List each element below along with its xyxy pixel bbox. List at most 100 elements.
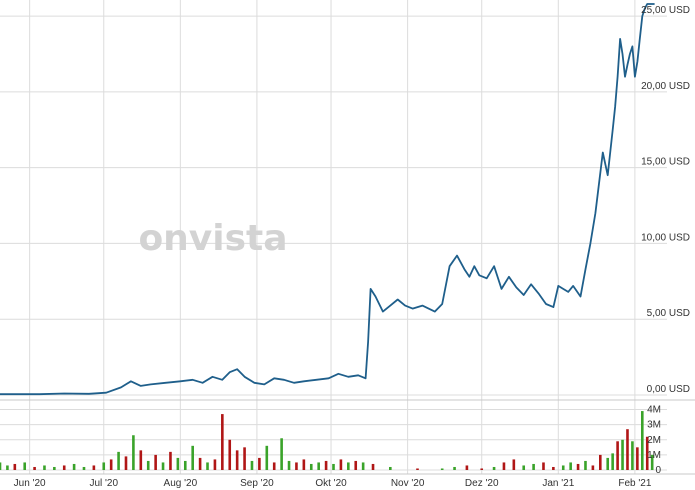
volume-bar: [33, 466, 36, 470]
volume-bar: [280, 438, 283, 470]
volume-bar: [561, 465, 565, 470]
volume-bar: [132, 435, 135, 470]
volume-bar: [146, 460, 150, 470]
price-tick-label: 20,00 USD: [641, 81, 690, 92]
volume-bar: [645, 436, 649, 470]
volume-tick-label: 2M: [647, 435, 661, 446]
volume-tick-label: 0: [655, 465, 661, 476]
volume-bar: [480, 468, 484, 470]
price-line[interactable]: [0, 3, 655, 396]
volume-bar: [272, 462, 276, 470]
volume-bar: [492, 466, 496, 470]
x-tick-label: Feb '21: [618, 478, 651, 489]
volume-bar: [371, 463, 375, 470]
x-tick-label: Dez '20: [465, 478, 499, 489]
volume-bar: [117, 451, 120, 470]
volume-bar: [258, 457, 261, 470]
volume-bar: [606, 457, 610, 470]
volume-bar: [584, 460, 587, 470]
volume-bar: [169, 451, 172, 470]
volume-bar: [522, 465, 526, 470]
volume-bar: [62, 465, 66, 470]
volume-bar: [287, 460, 291, 470]
volume-bar: [221, 414, 224, 470]
volume-bar: [198, 457, 202, 470]
volume-bar: [611, 453, 614, 470]
volume-bar: [176, 457, 180, 470]
price-tick-label: 5,00 USD: [647, 308, 690, 319]
x-axis-ticks: Jun '20 Jul '20 Aug '20 Sep '20 Okt '20 Nov '…: [14, 478, 652, 489]
price-axis-ticks: 0,00 USD 5,00 USD 10,00 USD 15,00 USD 20,00 …: [641, 5, 690, 395]
volume-bar: [626, 429, 629, 470]
volume-bar: [389, 466, 392, 470]
volume-bar: [23, 462, 27, 470]
volume-bar: [6, 465, 9, 470]
volume-bar: [636, 447, 639, 470]
volume-axis-ticks: 0 1M 2M 3M 4M: [647, 405, 661, 476]
volume-bar: [109, 459, 113, 470]
volume-bar: [228, 439, 232, 470]
price-tick-label: 10,00 USD: [641, 232, 690, 243]
x-tick-label: Okt '20: [315, 478, 347, 489]
volume-bar: [650, 454, 654, 470]
volume-bar: [53, 466, 56, 470]
volume-bar: [213, 459, 217, 470]
volume-bar: [235, 450, 239, 470]
x-tick-label: Aug '20: [164, 478, 198, 489]
volume-bar: [43, 465, 46, 470]
volume-tick-label: 1M: [647, 450, 661, 461]
volume-bar: [0, 462, 2, 470]
volume-bar: [92, 465, 96, 470]
volume-tick-label: 3M: [647, 420, 661, 431]
x-tick-label: Jan '21: [542, 478, 574, 489]
volume-bar: [599, 454, 602, 470]
volume-bar: [302, 459, 306, 470]
price-tick-label: 25,00 USD: [641, 5, 690, 16]
volume-bar: [640, 411, 644, 470]
volume-bar: [453, 466, 456, 470]
watermark-onvista-logo: onvista: [138, 218, 287, 259]
price-tick-label: 0,00 USD: [647, 384, 690, 395]
volume-tick-label: 4M: [647, 405, 661, 416]
volume-bar: [512, 459, 516, 470]
volume-bar: [191, 445, 194, 470]
volume-bar: [102, 462, 106, 470]
volume-bar: [183, 460, 187, 470]
volume-bar: [354, 460, 358, 470]
volume-bar: [250, 460, 254, 470]
volume-bar: [542, 462, 545, 470]
volume-bar: [206, 462, 209, 470]
volume-bar: [591, 465, 595, 470]
volume-bar: [124, 456, 128, 470]
volume-bar: [309, 463, 313, 470]
volume-bar: [82, 466, 86, 470]
volume-bar: [139, 450, 143, 470]
volume-bar: [532, 463, 535, 470]
volume-bar: [243, 447, 246, 470]
x-tick-label: Sep '20: [240, 478, 274, 489]
volume-bar: [631, 441, 634, 470]
volume-bar: [416, 468, 419, 470]
price-tick-label: 15,00 USD: [641, 157, 690, 168]
volume-bar: [154, 454, 157, 470]
x-tick-label: Jul '20: [89, 478, 118, 489]
volume-bar: [361, 462, 365, 470]
volume-bar: [576, 463, 580, 470]
x-tick-label: Nov '20: [391, 478, 425, 489]
volume-bar: [339, 459, 343, 470]
volume-bar: [161, 462, 165, 470]
volume-bar: [616, 441, 619, 470]
volume-bar: [440, 468, 444, 470]
volume-bar: [552, 466, 555, 470]
volume-bar: [332, 463, 335, 470]
volume-bar: [13, 463, 17, 470]
volume-bar: [347, 462, 350, 470]
volume-bar: [324, 460, 328, 470]
volume-bar: [502, 462, 506, 470]
volume-bar: [72, 463, 76, 470]
volume-bar: [265, 445, 269, 470]
volume-bar: [569, 462, 572, 470]
volume-bar: [317, 462, 320, 470]
volume-bar: [621, 439, 624, 470]
